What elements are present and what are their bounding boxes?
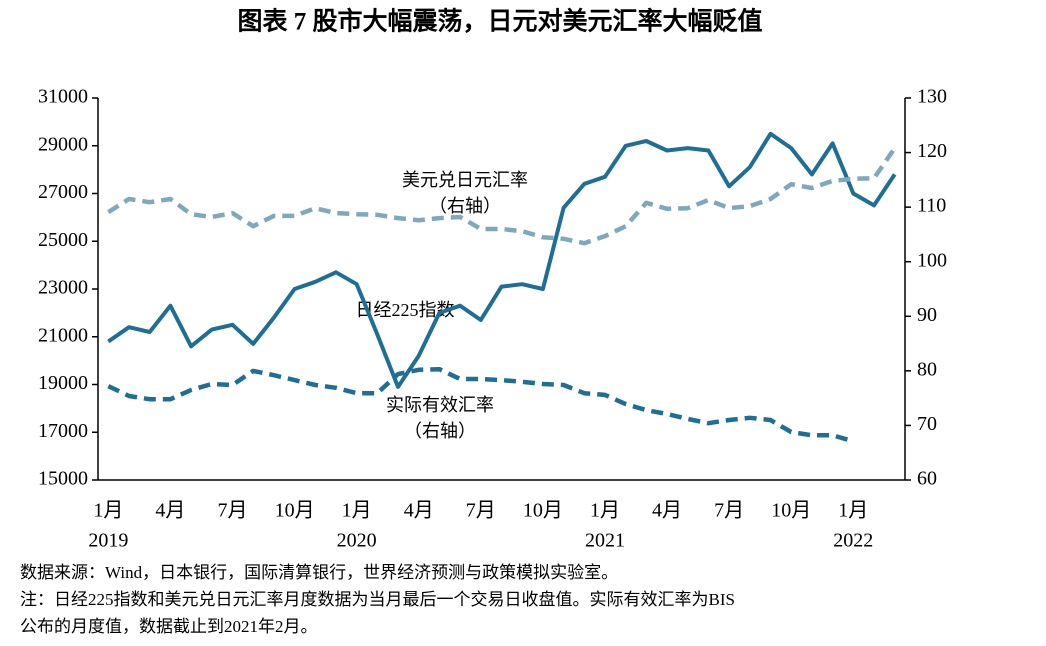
x-tick-label: 4月 [652, 500, 682, 522]
x-tick-label: 1月 [838, 500, 868, 522]
x-tick-label: 1月 [93, 500, 123, 522]
footnote: 注：日经225指数和美元兑日元汇率月度数据为当月最后一个交易日收盘值。实际有效汇… [20, 590, 735, 609]
series-line [107, 131, 897, 389]
y-tick-label: 21000 [38, 324, 88, 346]
annotation: 实际有效汇率 [386, 395, 494, 415]
x-year-label: 2021 [585, 530, 625, 552]
x-tick-label: 1月 [342, 500, 372, 522]
y2-tick-label: 70 [917, 413, 937, 435]
x-tick-label: 4月 [404, 500, 434, 522]
y-tick-label: 23000 [38, 277, 88, 299]
y-tick-label: 27000 [38, 181, 88, 203]
y2-tick-label: 110 [917, 195, 946, 217]
annotation: 美元兑日元汇率 [402, 170, 528, 190]
y2-tick-label: 90 [917, 304, 937, 326]
series-line [107, 366, 854, 444]
y2-tick-label: 130 [917, 86, 947, 108]
y2-tick-label: 60 [917, 468, 937, 490]
annotation: （右轴） [429, 196, 501, 216]
y-tick-label: 29000 [38, 133, 88, 155]
source-note: 数据来源：Wind，日本银行，国际清算银行，世界经济预测与政策模拟实验室。 [20, 563, 618, 582]
series-line [107, 146, 897, 246]
x-tick-label: 4月 [155, 500, 185, 522]
y-tick-label: 15000 [38, 468, 88, 490]
x-tick-label: 7月 [714, 500, 744, 522]
annotation: （右轴） [404, 421, 476, 441]
footnote: 公布的月度值，数据截止到2021年2月。 [20, 617, 318, 636]
x-year-label: 2020 [337, 530, 377, 552]
y-tick-label: 31000 [38, 86, 88, 108]
y2-tick-label: 80 [917, 358, 937, 380]
y-tick-label: 17000 [38, 420, 88, 442]
x-tick-label: 10月 [523, 500, 563, 522]
x-tick-label: 1月 [590, 500, 620, 522]
x-tick-label: 7月 [218, 500, 248, 522]
y2-tick-label: 100 [917, 249, 947, 271]
x-year-label: 2022 [833, 530, 873, 552]
annotation: 日经225指数 [356, 300, 455, 320]
y-tick-label: 25000 [38, 229, 88, 251]
x-year-label: 2019 [88, 530, 128, 552]
chart-title: 图表 7 股市大幅震荡，日元对美元汇率大幅贬值 [237, 7, 762, 36]
x-tick-label: 10月 [275, 500, 315, 522]
y-tick-label: 19000 [38, 372, 88, 394]
y2-tick-label: 120 [917, 140, 947, 162]
x-tick-label: 7月 [466, 500, 496, 522]
x-tick-label: 10月 [771, 500, 811, 522]
